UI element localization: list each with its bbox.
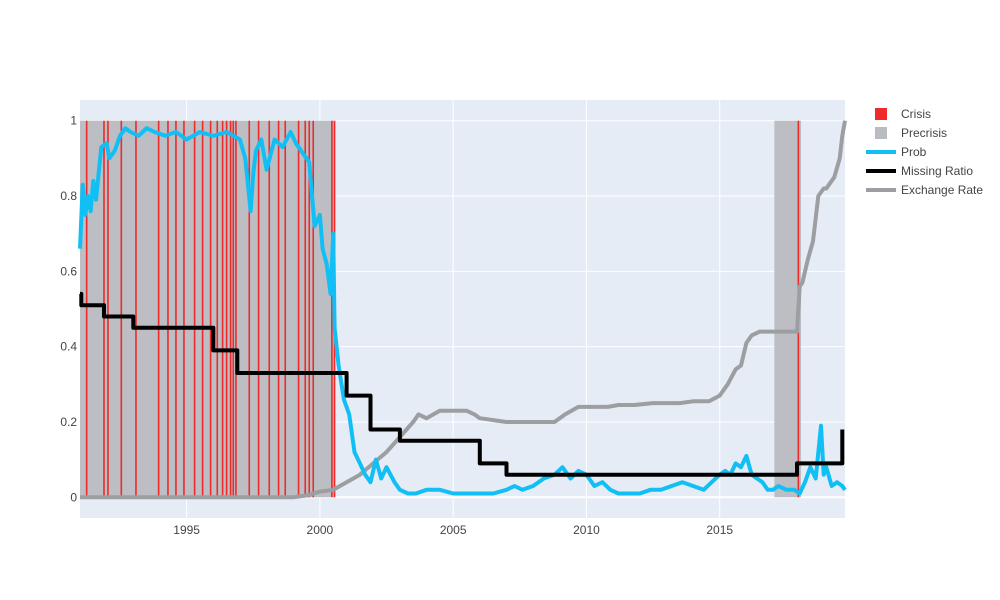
legend-label: Prob [901,145,927,159]
x-tick-label: 2005 [440,523,467,537]
legend-item-crisis[interactable]: Crisis [875,107,931,121]
legend-item-missing-ratio[interactable]: Missing Ratio [866,164,973,178]
legend[interactable]: Crisis Precrisis Prob Missing Ratio Exchange… [866,107,983,197]
y-tick-label: 0.4 [60,340,77,354]
precrisis-bands [80,120,802,498]
legend-label: Crisis [901,107,931,121]
precrisis-band [80,120,335,498]
series-line-missing-ratio [79,291,845,477]
x-tick-label: 1995 [173,523,200,537]
legend-swatch [875,108,887,120]
y-axis-ticks: 0 0.2 0.4 0.6 0.8 1 [60,114,77,505]
series-lines [78,120,847,500]
series-line-exchange-rate [80,120,847,500]
x-axis-ticks: 1995 2000 2005 2010 2015 [173,523,733,537]
y-tick-label: 0 [70,490,77,504]
y-tick-label: 0.2 [60,415,77,429]
crisis-lines [85,120,800,498]
legend-swatch [875,127,887,139]
y-tick-label: 0.8 [60,189,77,203]
x-tick-label: 2015 [706,523,733,537]
y-tick-label: 1 [70,114,77,128]
legend-item-precrisis[interactable]: Precrisis [875,126,947,140]
x-tick-label: 2010 [573,523,600,537]
legend-item-exchange-rate[interactable]: Exchange Rate [866,183,983,197]
y-tick-label: 0.6 [60,264,77,278]
series-line-prob [78,126,847,496]
legend-label: Precrisis [901,126,947,140]
legend-item-prob[interactable]: Prob [866,145,927,159]
legend-label: Missing Ratio [901,164,973,178]
x-tick-label: 2000 [307,523,334,537]
legend-label: Exchange Rate [901,183,983,197]
